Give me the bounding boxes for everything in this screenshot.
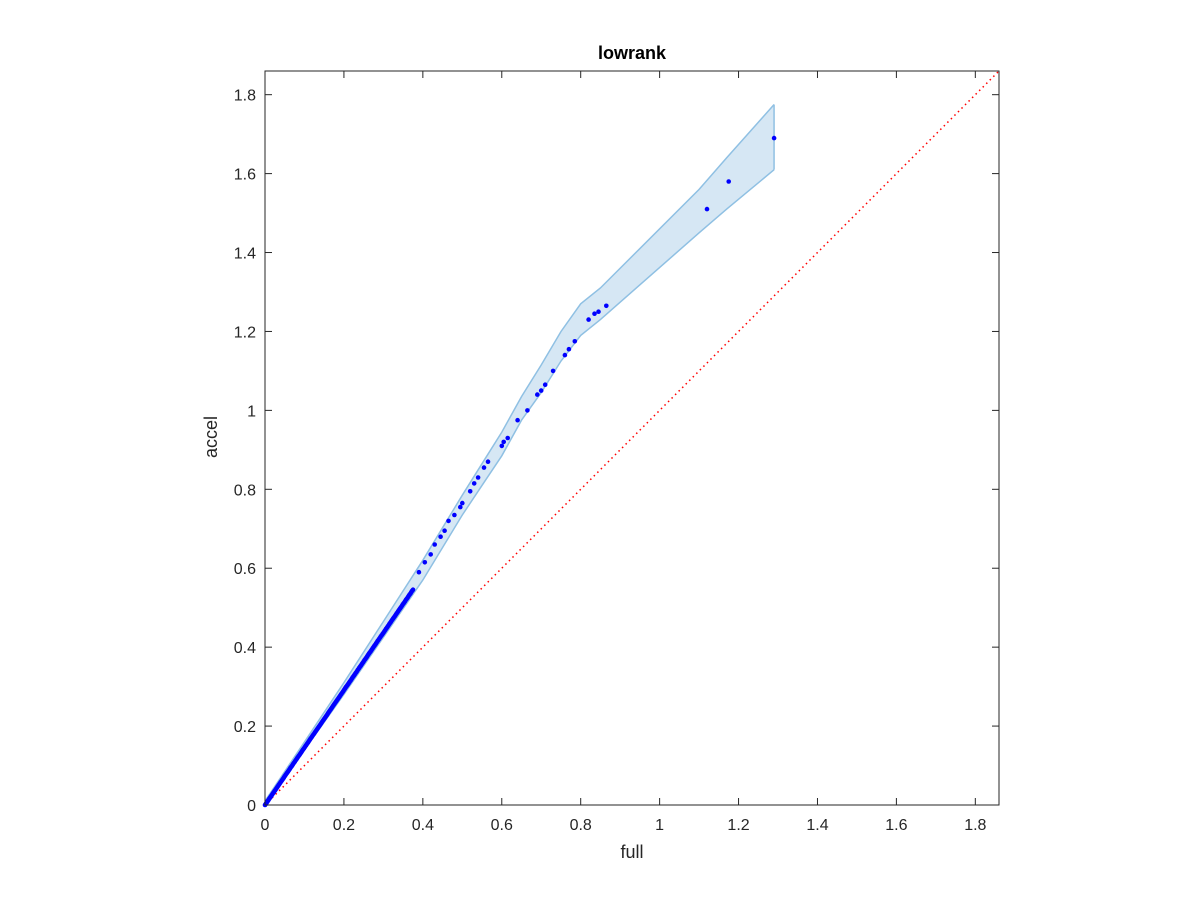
y-tick-label: 0.6 (234, 561, 256, 578)
data-point (460, 500, 465, 506)
x-axis-label: full (620, 842, 643, 862)
y-tick-label: 0 (247, 798, 256, 815)
data-point (505, 435, 511, 441)
data-point (458, 504, 463, 510)
data-point (562, 352, 568, 358)
data-point (550, 368, 556, 374)
x-tick-label: 1.2 (727, 817, 749, 834)
data-point (566, 346, 572, 352)
x-tick-label: 1 (655, 817, 664, 834)
data-point (499, 443, 505, 449)
data-point (416, 569, 422, 575)
data-point (515, 417, 520, 423)
data-point (481, 465, 487, 470)
data-point (485, 459, 491, 465)
x-tick-label: 0 (261, 817, 270, 834)
data-point (592, 311, 597, 317)
x-tick-label: 1.4 (806, 817, 828, 834)
y-axis-label: accel (201, 416, 221, 458)
data-point (538, 388, 544, 393)
data-point (475, 475, 481, 480)
plot-area: 0 0.2 0.4 0.6 0.8 1 1.2 1.4 1.6 1.8 0 0.2 0.4 0.6 0.8 1… (234, 70, 1000, 834)
y-tick-label: 0.8 (234, 482, 256, 499)
data-point (542, 382, 548, 388)
x-tick-label: 1.8 (964, 817, 986, 834)
chart-title: lowrank (598, 43, 667, 63)
band-upper-edge (264, 104, 775, 802)
data-point (501, 439, 507, 445)
x-tick-label: 0.4 (412, 817, 434, 834)
data-point (704, 206, 710, 212)
y-tick-label: 0.4 (234, 640, 256, 657)
data-point (446, 518, 451, 524)
data-point (525, 408, 530, 413)
data-point (604, 303, 609, 309)
data-point (452, 512, 457, 518)
x-tick-label: 1.6 (885, 817, 907, 834)
x-tick-label: 0.8 (570, 817, 592, 834)
confidence-band (265, 104, 775, 805)
y-tick-label: 1.4 (234, 246, 256, 263)
data-point (726, 179, 731, 184)
data-point (410, 587, 416, 592)
y-tick-label: 1 (247, 403, 256, 420)
reference-line (265, 71, 999, 805)
data-point (432, 542, 438, 547)
y-tick-label: 1.6 (234, 167, 256, 184)
data-point (596, 309, 601, 315)
data-point (422, 560, 428, 565)
y-tick-label: 0.2 (234, 719, 256, 736)
data-point (535, 392, 540, 397)
y-tick-label: 1.2 (234, 324, 256, 341)
data-point (771, 135, 777, 141)
axes-box (264, 70, 1000, 806)
data-point (438, 534, 443, 539)
data-point (442, 528, 447, 533)
data-point (428, 552, 434, 557)
data-point (586, 317, 591, 322)
x-tick-label: 0.6 (491, 817, 513, 834)
data-point (471, 481, 477, 486)
data-point (467, 489, 473, 494)
data-point (572, 339, 578, 344)
y-tick-label: 1.8 (234, 88, 256, 105)
x-tick-label: 0.2 (333, 817, 355, 834)
band-lower-edge (264, 169, 775, 806)
